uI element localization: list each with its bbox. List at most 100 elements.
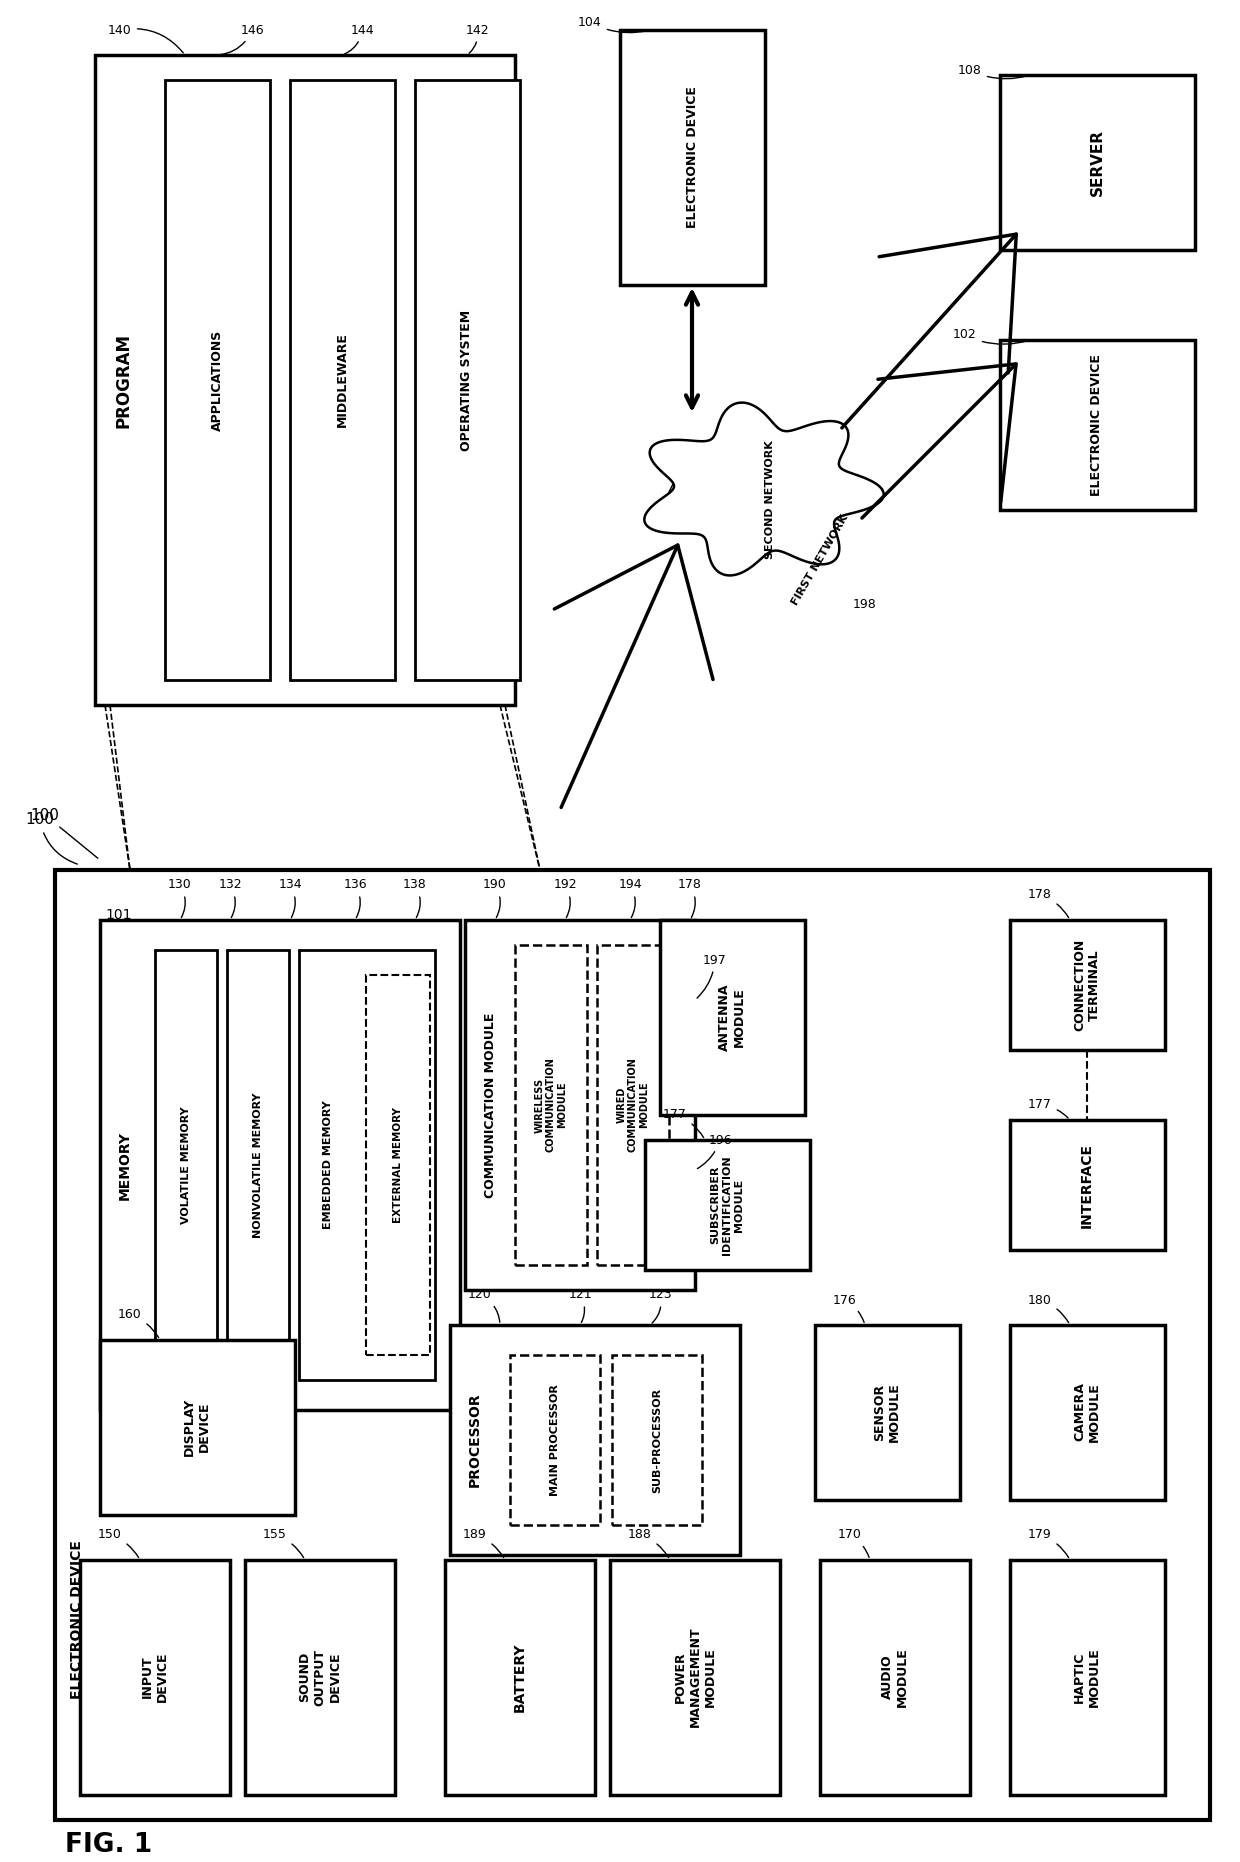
Text: ELECTRONIC DEVICE: ELECTRONIC DEVICE xyxy=(686,86,698,227)
Text: 178: 178 xyxy=(678,879,702,918)
Text: VOLATILE MEMORY: VOLATILE MEMORY xyxy=(181,1106,191,1223)
Bar xyxy=(299,950,435,1380)
Polygon shape xyxy=(645,402,884,575)
Text: 140: 140 xyxy=(108,24,184,52)
Bar xyxy=(999,341,1195,510)
Text: 123: 123 xyxy=(649,1289,672,1324)
Text: 197: 197 xyxy=(697,953,727,998)
Text: 178: 178 xyxy=(1028,888,1069,918)
Text: EMBEDDED MEMORY: EMBEDDED MEMORY xyxy=(322,1100,334,1229)
Text: 100: 100 xyxy=(26,812,77,864)
Bar xyxy=(820,1560,970,1795)
Text: ANTENNA
MODULE: ANTENNA MODULE xyxy=(718,983,746,1050)
Text: 100: 100 xyxy=(31,808,98,858)
Text: COMMUNICATION MODULE: COMMUNICATION MODULE xyxy=(484,1013,496,1197)
Text: 177: 177 xyxy=(1028,1099,1068,1117)
Bar xyxy=(290,80,396,680)
Bar xyxy=(999,74,1195,250)
Text: 134: 134 xyxy=(278,879,301,918)
Text: 198: 198 xyxy=(853,598,877,611)
Text: MIDDLEWARE: MIDDLEWARE xyxy=(336,333,348,428)
Text: 170: 170 xyxy=(838,1529,869,1557)
Text: 101: 101 xyxy=(105,909,131,922)
Text: SOUND
OUTPUT
DEVICE: SOUND OUTPUT DEVICE xyxy=(299,1648,341,1706)
Bar xyxy=(1011,1326,1166,1501)
Text: 190: 190 xyxy=(484,879,507,918)
Bar xyxy=(610,1560,780,1795)
Text: SUBSCRIBER
IDENTIFICATION
MODULE: SUBSCRIBER IDENTIFICATION MODULE xyxy=(711,1154,744,1255)
Text: 199: 199 xyxy=(661,464,692,508)
Bar xyxy=(55,870,1210,1819)
Text: 189: 189 xyxy=(463,1529,503,1558)
Text: 104: 104 xyxy=(578,15,647,34)
Text: 102: 102 xyxy=(954,328,1027,344)
Text: ELECTRONIC DEVICE: ELECTRONIC DEVICE xyxy=(1090,354,1104,495)
Bar xyxy=(246,1560,396,1795)
Text: 144: 144 xyxy=(345,24,373,54)
Bar xyxy=(155,950,217,1380)
Text: CAMERA
MODULE: CAMERA MODULE xyxy=(1073,1382,1101,1441)
Text: WIRED
COMMUNICATION
MODULE: WIRED COMMUNICATION MODULE xyxy=(616,1058,650,1153)
Bar xyxy=(465,920,694,1290)
Bar xyxy=(450,1326,740,1555)
Text: APPLICATIONS: APPLICATIONS xyxy=(211,330,223,430)
Text: 120: 120 xyxy=(469,1289,500,1322)
Text: 130: 130 xyxy=(169,879,192,918)
Text: 142: 142 xyxy=(465,24,489,54)
Bar xyxy=(445,1560,595,1795)
Bar xyxy=(415,80,520,680)
Text: 176: 176 xyxy=(833,1294,864,1322)
Text: CONNECTION
TERMINAL: CONNECTION TERMINAL xyxy=(1073,938,1101,1032)
Text: SUB-PROCESSOR: SUB-PROCESSOR xyxy=(652,1387,662,1493)
Text: AUDIO
MODULE: AUDIO MODULE xyxy=(880,1648,909,1707)
Text: 150: 150 xyxy=(98,1529,139,1558)
Text: PROCESSOR: PROCESSOR xyxy=(467,1393,482,1488)
Bar xyxy=(660,920,805,1115)
Bar xyxy=(81,1560,229,1795)
Text: INPUT
DEVICE: INPUT DEVICE xyxy=(141,1652,169,1702)
Text: MAIN PROCESSOR: MAIN PROCESSOR xyxy=(551,1383,560,1495)
Text: HAPTIC
MODULE: HAPTIC MODULE xyxy=(1073,1648,1101,1707)
Text: EXTERNAL MEMORY: EXTERNAL MEMORY xyxy=(393,1108,403,1223)
Text: 146: 146 xyxy=(219,24,264,54)
Bar xyxy=(1011,1121,1166,1249)
Bar xyxy=(95,56,515,706)
Bar xyxy=(366,976,430,1356)
Text: PROGRAM: PROGRAM xyxy=(114,333,131,428)
Text: SECOND NETWORK: SECOND NETWORK xyxy=(765,441,775,559)
Bar xyxy=(165,80,270,680)
Bar xyxy=(596,946,670,1264)
Text: 136: 136 xyxy=(343,879,367,918)
Text: 196: 196 xyxy=(697,1134,732,1169)
Text: 155: 155 xyxy=(263,1529,304,1558)
Bar xyxy=(613,1356,702,1525)
Bar xyxy=(620,30,765,285)
Text: MEMORY: MEMORY xyxy=(118,1130,131,1199)
Bar xyxy=(515,946,587,1264)
Text: 132: 132 xyxy=(218,879,242,918)
Text: SERVER: SERVER xyxy=(1090,128,1105,196)
Text: ELECTRONIC DEVICE: ELECTRONIC DEVICE xyxy=(69,1540,84,1700)
Text: NONVOLATILE MEMORY: NONVOLATILE MEMORY xyxy=(253,1093,263,1238)
Bar xyxy=(227,950,289,1380)
Bar xyxy=(1011,1560,1166,1795)
Text: FIRST NETWORK: FIRST NETWORK xyxy=(790,512,851,607)
Bar xyxy=(1011,920,1166,1050)
Text: 108: 108 xyxy=(959,63,1027,78)
Text: 180: 180 xyxy=(1028,1294,1069,1322)
Bar xyxy=(645,1140,810,1270)
Text: FIG. 1: FIG. 1 xyxy=(64,1832,153,1858)
Text: 160: 160 xyxy=(118,1309,159,1337)
Text: 121: 121 xyxy=(568,1289,591,1322)
Text: SENSOR
MODULE: SENSOR MODULE xyxy=(873,1382,901,1441)
Text: OPERATING SYSTEM: OPERATING SYSTEM xyxy=(460,309,474,451)
Text: DISPLAY
DEVICE: DISPLAY DEVICE xyxy=(184,1398,211,1456)
Text: 194: 194 xyxy=(619,879,642,918)
Text: 138: 138 xyxy=(403,879,427,918)
Text: 188: 188 xyxy=(629,1529,668,1558)
Text: BATTERY: BATTERY xyxy=(513,1642,527,1711)
Bar xyxy=(100,920,460,1410)
Text: 179: 179 xyxy=(1028,1529,1069,1558)
Bar xyxy=(510,1356,600,1525)
Text: WIRELESS
COMMUNICATION
MODULE: WIRELESS COMMUNICATION MODULE xyxy=(534,1058,568,1153)
